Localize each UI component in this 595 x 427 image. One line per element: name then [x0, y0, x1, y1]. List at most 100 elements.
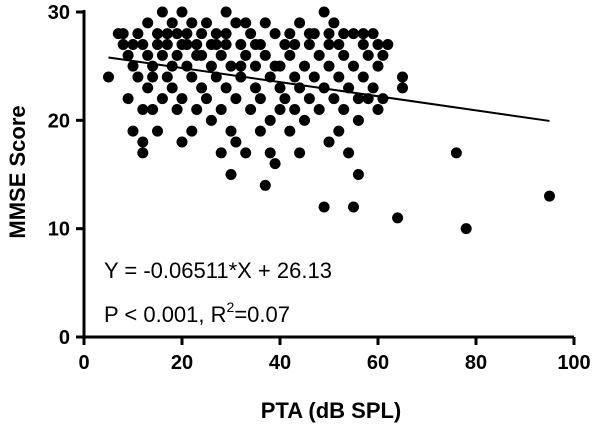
stats-suffix: =0.07 — [234, 302, 290, 327]
data-point — [308, 71, 320, 83]
data-point — [201, 93, 212, 105]
data-point — [294, 17, 306, 29]
data-point — [313, 49, 325, 61]
data-point — [279, 39, 291, 50]
data-point — [156, 49, 168, 61]
data-point — [397, 82, 408, 94]
data-point — [338, 49, 350, 61]
data-point — [137, 147, 149, 159]
data-point — [166, 82, 178, 94]
data-point — [450, 147, 462, 159]
data-point — [328, 17, 340, 29]
x-tick-label: 40 — [269, 352, 291, 374]
data-point — [299, 60, 310, 72]
data-point — [152, 39, 163, 50]
data-point — [161, 28, 173, 40]
data-point — [215, 147, 227, 159]
data-point — [230, 136, 242, 148]
stats-superscript: 2 — [227, 299, 235, 315]
data-point — [215, 49, 227, 61]
data-point — [245, 28, 257, 40]
y-tick-label: 0 — [59, 327, 70, 349]
x-tick-label: 20 — [171, 352, 193, 374]
data-point — [210, 28, 222, 40]
data-point — [333, 39, 345, 50]
data-point — [127, 39, 139, 50]
data-points — [103, 6, 555, 235]
data-point — [220, 28, 232, 40]
data-point — [250, 82, 261, 94]
data-point — [367, 82, 379, 94]
data-point — [264, 114, 276, 126]
data-point — [103, 71, 114, 83]
data-point — [132, 28, 144, 40]
data-point — [372, 39, 384, 50]
data-point — [264, 147, 276, 159]
data-point — [147, 104, 159, 115]
data-point — [196, 28, 208, 40]
data-point — [289, 39, 301, 50]
data-point — [122, 49, 134, 61]
data-point — [357, 28, 369, 40]
data-point — [152, 125, 163, 137]
data-point — [201, 17, 212, 29]
data-point — [196, 49, 208, 61]
data-point — [250, 60, 261, 72]
data-point — [186, 71, 198, 83]
data-point — [357, 71, 369, 83]
x-tick-label: 0 — [78, 352, 89, 374]
data-point — [362, 49, 374, 61]
data-point — [117, 28, 129, 40]
data-point — [220, 39, 232, 50]
data-point — [137, 39, 149, 50]
stats-prefix: P < 0.001, R — [104, 302, 227, 327]
data-point — [166, 17, 178, 29]
data-point — [303, 28, 315, 40]
y-ticks: 0 10 20 30 — [48, 2, 84, 349]
data-point — [205, 60, 217, 72]
data-point — [161, 71, 173, 83]
x-ticks: 0 20 40 60 80 100 — [78, 337, 591, 374]
data-point — [382, 39, 394, 50]
data-point — [235, 60, 247, 72]
data-point — [289, 71, 301, 83]
data-point — [117, 39, 129, 50]
data-point — [137, 104, 149, 115]
data-point — [313, 104, 325, 115]
data-point — [259, 17, 271, 29]
data-point — [142, 82, 154, 94]
data-point — [191, 39, 203, 50]
data-point — [176, 93, 188, 105]
data-point — [333, 71, 345, 83]
data-point — [279, 93, 291, 105]
data-point — [269, 28, 281, 40]
data-point — [254, 125, 266, 137]
data-point — [367, 28, 379, 40]
x-tick-label: 80 — [465, 352, 487, 374]
x-tick-label: 100 — [557, 352, 590, 374]
data-point — [176, 6, 188, 18]
data-point — [152, 28, 163, 40]
data-point — [357, 39, 369, 50]
data-point — [289, 104, 301, 115]
data-point — [274, 82, 286, 94]
data-point — [137, 136, 149, 148]
data-point — [122, 93, 134, 105]
data-point — [284, 49, 296, 61]
data-point — [343, 147, 355, 159]
data-point — [460, 223, 472, 235]
data-point — [225, 60, 237, 72]
data-point — [250, 39, 261, 50]
data-point — [171, 28, 183, 40]
data-point — [303, 93, 315, 105]
data-point — [352, 93, 364, 105]
data-point — [274, 104, 286, 115]
data-point — [318, 6, 330, 18]
data-point — [142, 49, 154, 61]
data-point — [323, 28, 335, 40]
data-point — [142, 17, 154, 29]
data-point — [191, 104, 203, 115]
x-axis-title: PTA (dB SPL) — [261, 398, 402, 423]
data-point — [147, 71, 159, 83]
